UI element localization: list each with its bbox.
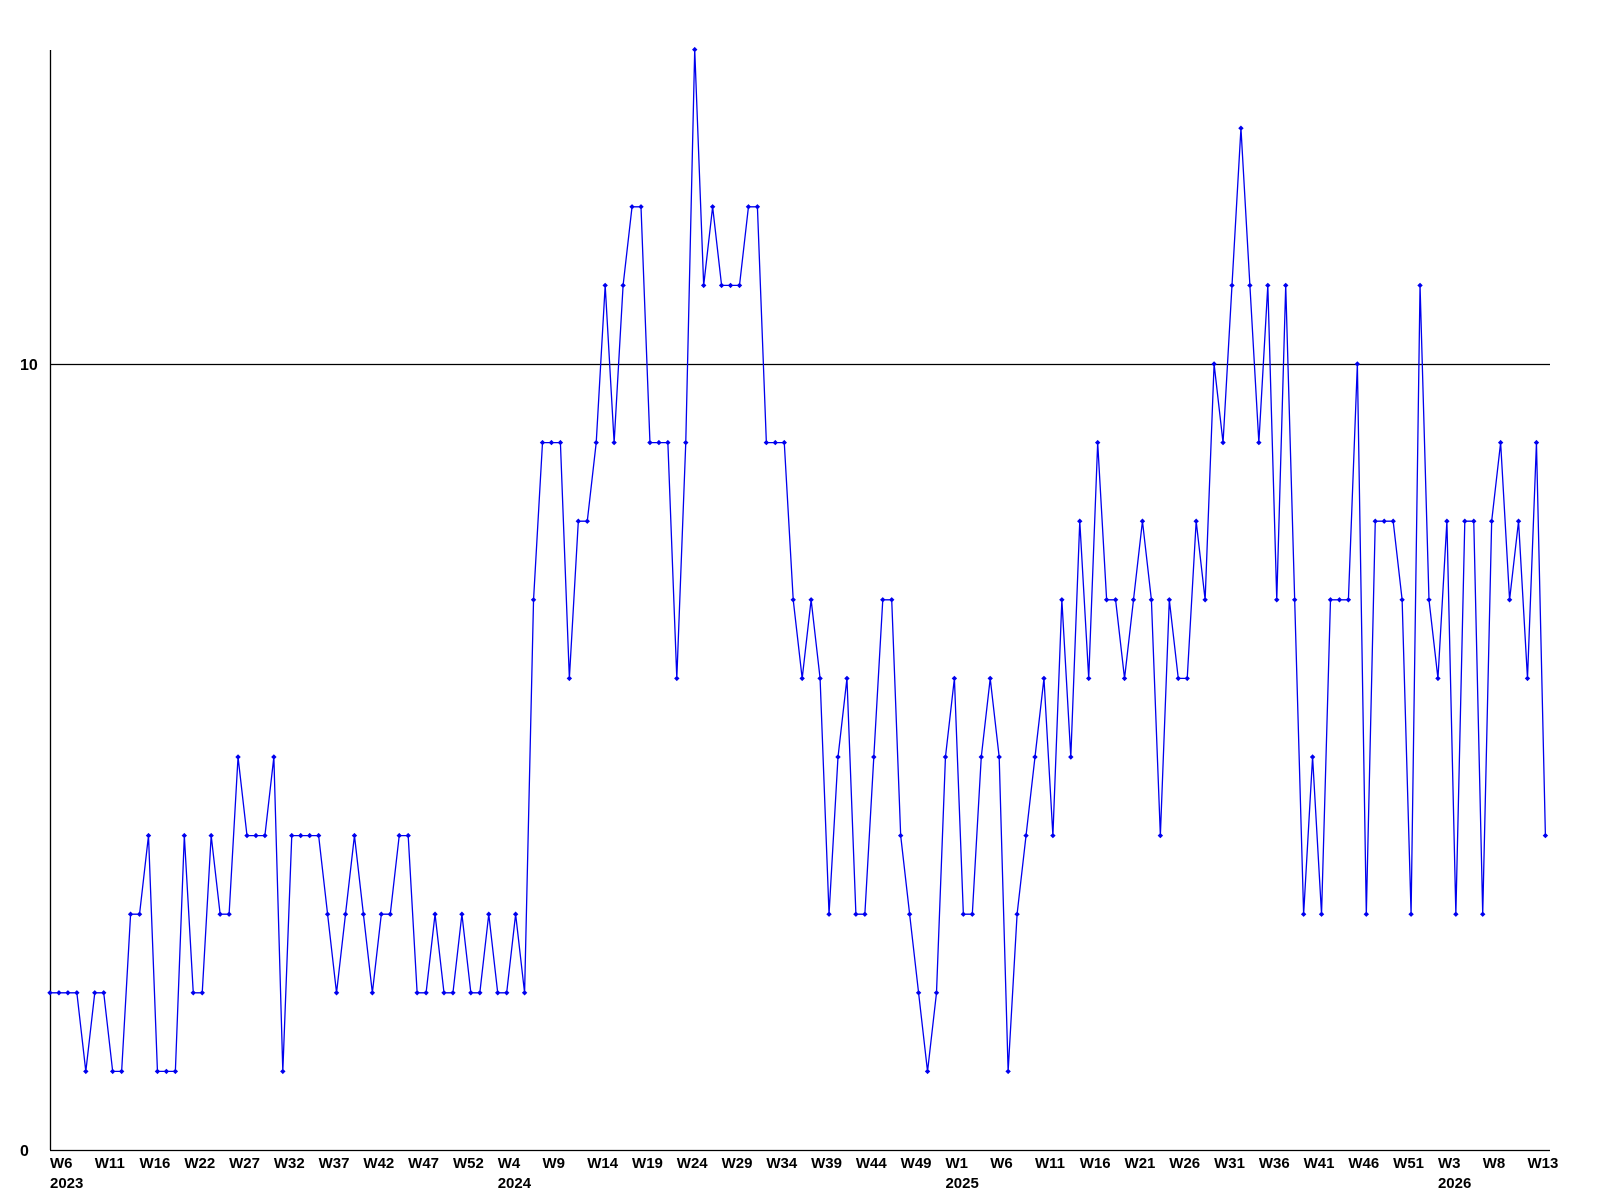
svg-text:W6: W6 — [990, 1155, 1013, 1172]
svg-text:W3: W3 — [1438, 1155, 1461, 1172]
svg-text:W13: W13 — [1527, 1155, 1558, 1172]
svg-text:10: 10 — [20, 357, 38, 374]
svg-text:W21: W21 — [1125, 1155, 1156, 1172]
svg-text:W32: W32 — [274, 1155, 305, 1172]
svg-text:W27: W27 — [229, 1155, 260, 1172]
svg-text:W51: W51 — [1393, 1155, 1424, 1172]
svg-text:W6: W6 — [50, 1155, 73, 1172]
svg-text:W29: W29 — [722, 1155, 753, 1172]
svg-text:W9: W9 — [543, 1155, 566, 1172]
svg-text:W1: W1 — [945, 1155, 968, 1172]
svg-text:W31: W31 — [1214, 1155, 1245, 1172]
svg-text:W16: W16 — [140, 1155, 171, 1172]
svg-text:2025: 2025 — [945, 1175, 978, 1192]
svg-text:W24: W24 — [677, 1155, 709, 1172]
svg-text:0: 0 — [20, 1143, 29, 1160]
svg-text:W22: W22 — [184, 1155, 215, 1172]
svg-text:W37: W37 — [319, 1155, 350, 1172]
svg-text:W19: W19 — [632, 1155, 663, 1172]
svg-text:W47: W47 — [408, 1155, 439, 1172]
svg-text:W52: W52 — [453, 1155, 484, 1172]
svg-text:2024: 2024 — [498, 1175, 532, 1192]
svg-text:W46: W46 — [1348, 1155, 1379, 1172]
svg-text:W49: W49 — [901, 1155, 932, 1172]
svg-text:W8: W8 — [1483, 1155, 1506, 1172]
svg-text:W11: W11 — [95, 1155, 125, 1172]
svg-text:W14: W14 — [587, 1155, 619, 1172]
svg-text:2026: 2026 — [1438, 1175, 1471, 1192]
svg-text:2023: 2023 — [50, 1175, 83, 1192]
svg-text:W26: W26 — [1169, 1155, 1200, 1172]
svg-text:W44: W44 — [856, 1155, 888, 1172]
svg-text:W34: W34 — [766, 1155, 798, 1172]
svg-text:W11: W11 — [1035, 1155, 1065, 1172]
svg-text:W41: W41 — [1304, 1155, 1335, 1172]
svg-text:W36: W36 — [1259, 1155, 1290, 1172]
svg-text:W42: W42 — [363, 1155, 394, 1172]
svg-text:W4: W4 — [498, 1155, 521, 1172]
svg-text:W16: W16 — [1080, 1155, 1111, 1172]
svg-text:W39: W39 — [811, 1155, 842, 1172]
